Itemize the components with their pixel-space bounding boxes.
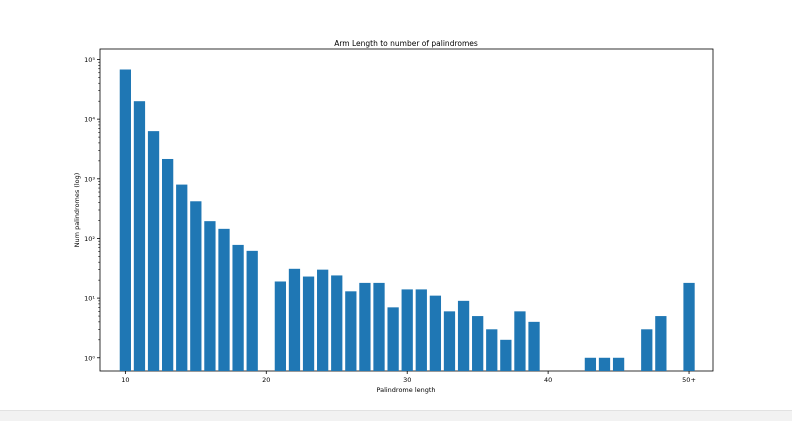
x-axis-ticks: 10 20 30 40 50+ — [121, 371, 696, 384]
bar-28 — [373, 282, 385, 371]
bar-47 — [641, 329, 653, 371]
bar-44 — [598, 357, 611, 371]
bar-10 — [119, 69, 131, 371]
bar-19 — [246, 250, 258, 371]
bar-45 — [612, 357, 625, 371]
bar-35 — [472, 316, 484, 371]
bar-37 — [500, 339, 512, 371]
x-tick-label: 30 — [403, 376, 411, 384]
y-tick-label: 10⁰ — [84, 354, 95, 362]
y-axis-ticks: 10⁰ 10¹ 10² 10³ 10⁴ 10⁵ — [84, 56, 100, 362]
x-axis-label: Palindrome length — [376, 386, 435, 394]
y-tick-label: 10² — [84, 235, 95, 243]
bar-29 — [387, 307, 399, 371]
window-bottom-bar — [0, 410, 792, 421]
bar-50 — [683, 282, 695, 371]
bar-43 — [584, 357, 597, 371]
bar-18 — [232, 244, 244, 371]
bar-13 — [162, 158, 174, 371]
bar-25 — [331, 275, 343, 371]
bar-15 — [190, 201, 202, 371]
bar-27 — [359, 282, 371, 371]
bar-33 — [443, 311, 456, 371]
y-tick-label: 10⁴ — [84, 116, 95, 124]
x-tick-label: 50+ — [682, 376, 696, 384]
y-tick-label: 10¹ — [84, 295, 95, 303]
bars — [119, 69, 695, 371]
bar-24 — [317, 269, 329, 371]
bar-48 — [655, 316, 667, 371]
bar-31 — [415, 289, 427, 371]
bar-32 — [429, 295, 442, 371]
bar-16 — [204, 221, 216, 371]
bar-14 — [176, 184, 188, 371]
bar-22 — [288, 268, 301, 371]
chart-title: Arm Length to number of palindromes — [334, 39, 478, 48]
bar-26 — [345, 291, 357, 371]
bar-34 — [457, 300, 470, 371]
x-tick-label: 40 — [544, 376, 552, 384]
bar-36 — [486, 329, 498, 371]
x-tick-label: 10 — [121, 376, 129, 384]
y-axis-label: Num palindromes (log) — [73, 173, 81, 248]
bar-12 — [147, 131, 160, 371]
y-tick-label: 10⁵ — [84, 56, 95, 64]
bar-23 — [302, 276, 315, 371]
bar-39 — [528, 321, 540, 371]
x-tick-label: 20 — [262, 376, 270, 384]
bar-38 — [514, 311, 526, 371]
bar-21 — [274, 281, 287, 371]
y-tick-label: 10³ — [84, 175, 95, 183]
bar-11 — [133, 101, 146, 371]
bar-17 — [218, 228, 230, 371]
bar-30 — [401, 289, 413, 371]
